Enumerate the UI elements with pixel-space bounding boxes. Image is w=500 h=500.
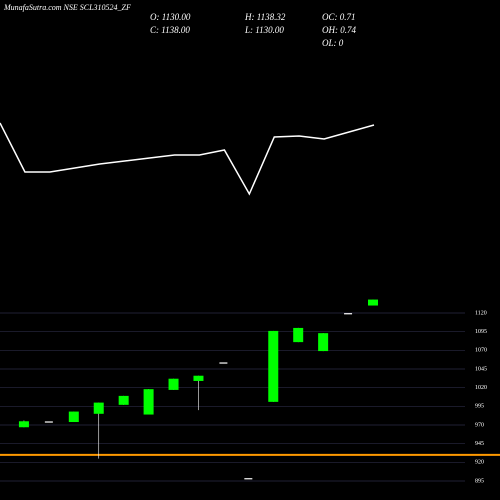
y-tick-label: 1020 (475, 385, 487, 391)
y-tick-label: 995 (475, 404, 484, 410)
chart-title: MunafaSutra.com NSE SCL310524_ZF (3, 3, 131, 12)
y-tick-label: 895 (475, 478, 484, 484)
candle-body (368, 299, 378, 306)
price-line (0, 122, 375, 196)
stat: H: 1138.32 (244, 12, 286, 22)
candle-body (193, 375, 204, 381)
candle-body (143, 389, 154, 415)
candle-body (268, 330, 279, 402)
candle-body (118, 395, 129, 405)
y-tick-label: 970 (475, 422, 484, 428)
stat: O: 1130.00 (150, 12, 191, 22)
stat: OH: 0.74 (322, 25, 356, 35)
stat: C: 1138.00 (150, 25, 190, 35)
y-tick-label: 1070 (475, 348, 487, 354)
y-tick-label: 945 (475, 441, 484, 447)
candle-body (68, 411, 79, 423)
y-tick-label: 1045 (475, 366, 487, 372)
candle-body (293, 327, 304, 343)
candle-body (93, 402, 104, 414)
candle-body (318, 333, 329, 352)
stat: L: 1130.00 (244, 25, 284, 35)
candle-body (168, 378, 179, 390)
stat: OL: 0 (322, 38, 344, 48)
y-tick-label: 1120 (475, 310, 487, 316)
stat: OC: 0.71 (322, 12, 356, 22)
y-tick-label: 920 (475, 460, 484, 466)
candle-body (18, 421, 29, 428)
y-tick-label: 1095 (475, 329, 487, 335)
